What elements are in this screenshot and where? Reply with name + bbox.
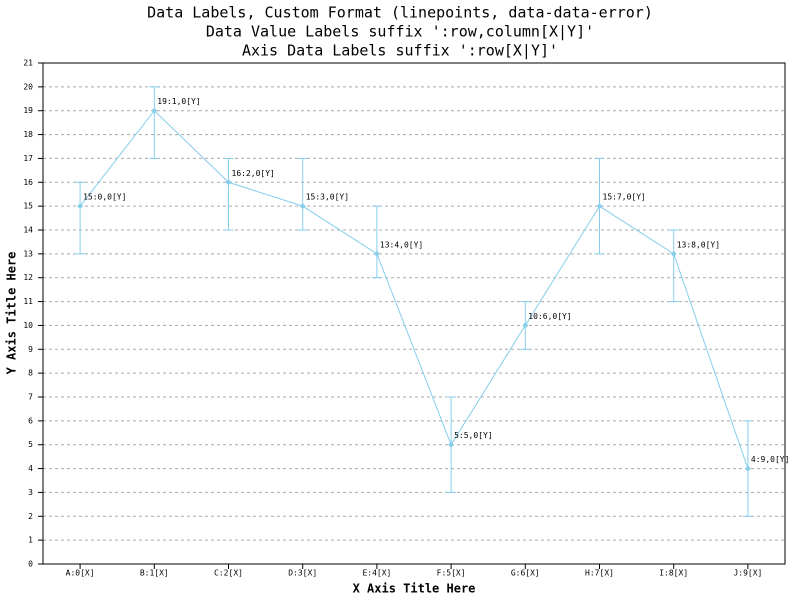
y-tick-label: 10	[23, 321, 33, 330]
data-point	[670, 250, 677, 257]
data-label: 15:7,0[Y]	[603, 193, 646, 202]
y-tick-label: 17	[23, 154, 33, 163]
y-tick-label: 18	[23, 130, 33, 139]
plot-frame	[42, 62, 786, 565]
data-point	[522, 322, 529, 329]
y-tick-label: 5	[28, 440, 33, 449]
data-label: 16:2,0[Y]	[232, 169, 275, 178]
y-tick-label: 20	[23, 82, 33, 91]
y-tick-label: 7	[28, 393, 33, 402]
data-label: 5:5,0[Y]	[454, 431, 493, 440]
x-tick-label: C:2[X]	[214, 569, 243, 578]
y-tick-label: 2	[28, 512, 33, 521]
chart-subtitle: Data Value Labels suffix ':row,column[X|…	[206, 23, 594, 41]
chart-title: Data Labels, Custom Format (linepoints, …	[147, 4, 653, 22]
y-tick-label: 8	[28, 369, 33, 378]
y-tick-label: 4	[28, 464, 33, 473]
x-tick-label: J:9[X]	[733, 569, 762, 578]
x-tick-label: I:8[X]	[659, 569, 688, 578]
data-label: 10:6,0[Y]	[528, 312, 571, 321]
data-label: 15:3,0[Y]	[306, 193, 349, 202]
data-point	[373, 250, 380, 257]
data-point	[77, 203, 84, 210]
y-tick-label: 15	[23, 202, 33, 211]
y-tick-label: 16	[23, 178, 33, 187]
y-tick-label: 13	[23, 249, 33, 258]
data-point	[151, 107, 158, 114]
y-tick-label: 0	[28, 560, 33, 569]
x-axis-title: X Axis Title Here	[353, 582, 476, 596]
y-tick-label: 19	[23, 106, 33, 115]
data-point	[299, 203, 306, 210]
y-tick-label: 11	[23, 297, 33, 306]
x-tick-label: D:3[X]	[288, 569, 317, 578]
x-tick-label: G:6[X]	[511, 569, 540, 578]
data-point	[448, 441, 455, 448]
data-label: 13:4,0[Y]	[380, 240, 423, 249]
y-tick-label: 12	[23, 273, 33, 282]
data-point	[225, 179, 232, 186]
y-axis-title: Y Axis Title Here	[5, 252, 19, 375]
data-point	[744, 465, 751, 472]
y-tick-label: 14	[23, 226, 33, 235]
data-label: 4:9,0[Y]	[751, 455, 790, 464]
y-tick-label: 3	[28, 488, 33, 497]
data-label: 13:8,0[Y]	[677, 240, 720, 249]
y-tick-label: 9	[28, 345, 33, 354]
x-tick-label: E:4[X]	[362, 569, 391, 578]
y-tick-label: 6	[28, 416, 33, 425]
x-tick-label: A:0[X]	[66, 569, 95, 578]
data-label: 15:0,0[Y]	[83, 193, 126, 202]
x-tick-label: F:5[X]	[437, 569, 466, 578]
chart-subtitle: Axis Data Labels suffix ':row[X|Y]'	[242, 42, 558, 60]
x-tick-label: B:1[X]	[140, 569, 169, 578]
x-tick-label: H:7[X]	[585, 569, 614, 578]
series-line	[79, 109, 749, 469]
y-tick-label: 21	[23, 59, 33, 68]
data-label: 19:1,0[Y]	[157, 97, 200, 106]
y-tick-label: 1	[28, 536, 33, 545]
data-point	[596, 203, 603, 210]
